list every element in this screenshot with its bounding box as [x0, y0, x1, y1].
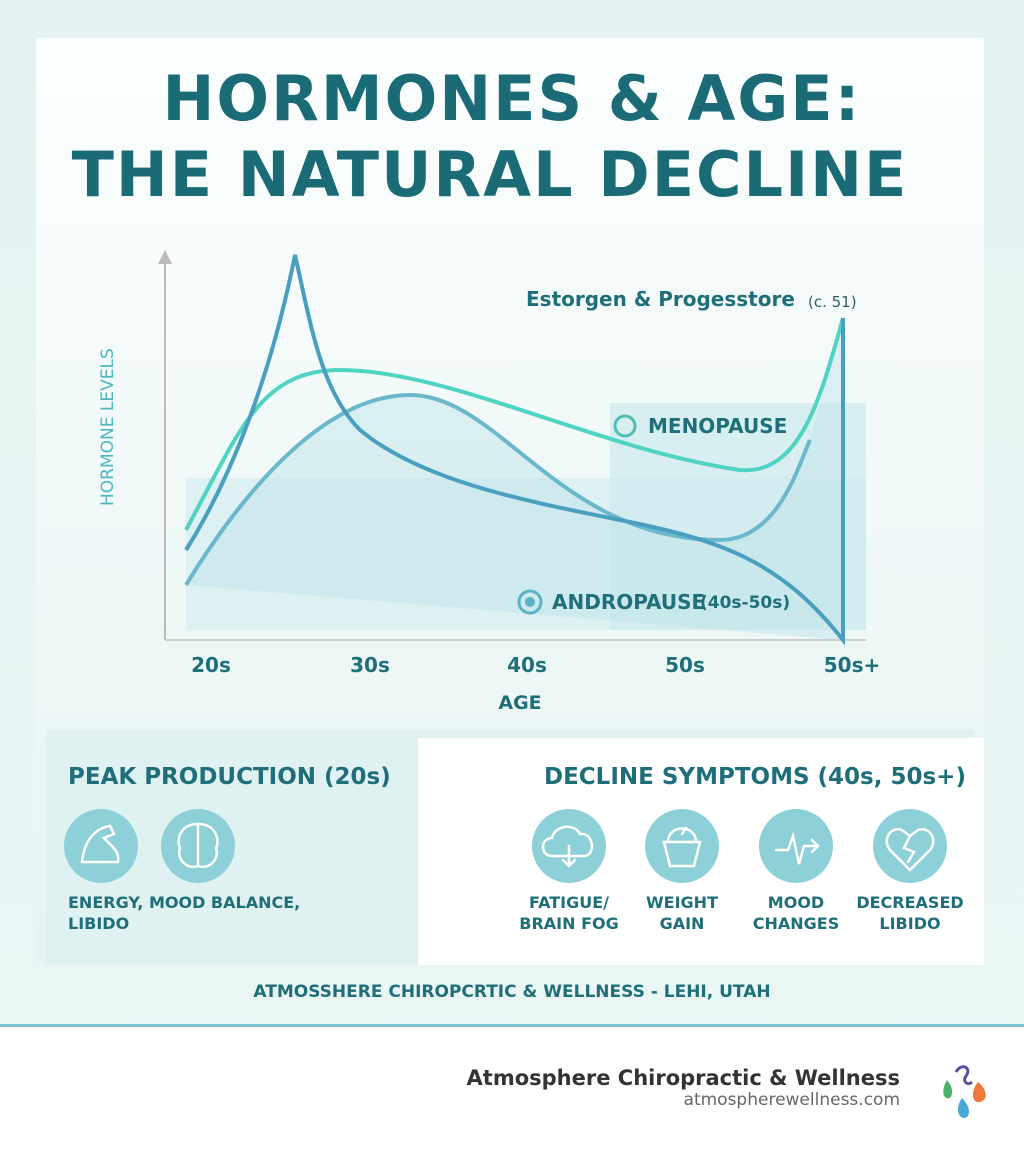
- x-tick-label: 20s: [191, 653, 231, 677]
- x-tick-label: 40s: [507, 653, 547, 677]
- scale-icon: [662, 826, 702, 868]
- x-tick-label: 50s+: [823, 653, 881, 677]
- x-tick-label: 50s: [665, 653, 705, 677]
- title: HORMONES & AGE:: [162, 62, 862, 135]
- icon-circle: [64, 809, 138, 883]
- logo: [943, 1080, 953, 1099]
- icon-circle: [873, 809, 947, 883]
- panel-title: DECLINE SYMPTOMS (40s, 50s+): [544, 764, 966, 790]
- caption: ENERGY, MOOD BALANCE,: [68, 893, 301, 912]
- muscle-icon: [80, 824, 120, 864]
- heart-icon: [885, 828, 935, 872]
- annotation: MENOPAUSE: [648, 414, 788, 438]
- title: THE NATURAL DECLINE: [71, 138, 909, 211]
- brand: Atmosphere Chiropractic & Wellness: [466, 1066, 900, 1090]
- curve: [184, 254, 845, 646]
- marker: [525, 597, 535, 607]
- annotation: Estorgen & Progesstore: [526, 287, 795, 311]
- logo: [954, 1065, 974, 1086]
- x-label: AGE: [498, 692, 542, 714]
- url: atmospherewellness.com: [683, 1090, 900, 1110]
- curve: [184, 392, 812, 587]
- logo: [957, 1098, 969, 1118]
- curve: [184, 317, 845, 531]
- curve-area: [186, 318, 843, 640]
- panel-strip: [46, 730, 974, 738]
- symptom-label: GAIN: [659, 914, 705, 933]
- symptom-label: MOOD: [767, 893, 825, 912]
- annotation: ANDROPAUSE: [552, 590, 706, 614]
- footer-band: ATMOSSHERE CHIROPCRTIC & WELLNESS - LEHI…: [253, 982, 771, 1002]
- symptom-label: CHANGES: [752, 914, 840, 933]
- symptom-label: LIBIDO: [879, 914, 941, 933]
- caption: LIBIDO: [68, 914, 130, 933]
- annotation: (c. 51): [808, 293, 857, 311]
- icon-circle: [645, 809, 719, 883]
- cloud-icon: [541, 825, 593, 868]
- pulse-icon: [774, 831, 820, 865]
- axis-arrow: [158, 250, 172, 264]
- symptom-label: BRAIN FOG: [519, 914, 619, 933]
- footer-area: [0, 1027, 1024, 1154]
- symptom-label: WEIGHT: [646, 893, 718, 912]
- divider: [0, 1024, 1024, 1027]
- y-label: HORMONE LEVELS: [98, 348, 118, 506]
- x-tick-label: 30s: [350, 653, 390, 677]
- panel-title: PEAK PRODUCTION (20s): [68, 764, 391, 790]
- brain-icon: [177, 822, 219, 869]
- logo: [972, 1082, 986, 1103]
- symptom-label: DECREASED: [856, 893, 964, 912]
- symptom-label: FATIGUE/: [529, 893, 609, 912]
- marker: [613, 414, 637, 438]
- annotation: (40s-50s): [700, 593, 791, 613]
